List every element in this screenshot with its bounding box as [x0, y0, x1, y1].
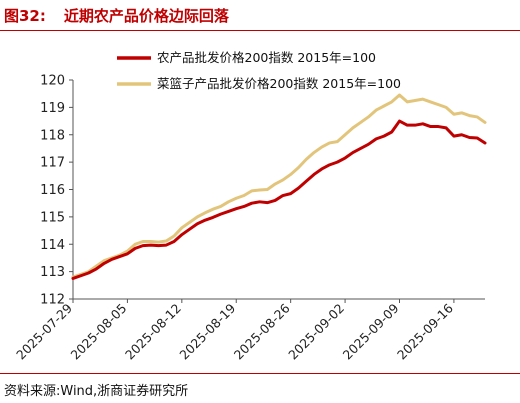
y-tick-label: 118	[40, 128, 65, 143]
x-tick-label: 2025-08-26	[231, 300, 293, 362]
figure-number: 图32:	[4, 6, 46, 25]
chart-plot-area	[71, 93, 487, 280]
x-tick-label: 2025-09-16	[394, 300, 456, 362]
legend-label: 农产品批发价格200指数 2015年=100	[157, 50, 376, 65]
y-tick-label: 117	[40, 156, 65, 171]
x-tick-label: 2025-08-05	[68, 301, 130, 363]
figure-header: 图32: 近期农产品价格边际回落	[4, 3, 229, 27]
figure-title: 近期农产品价格边际回落	[63, 6, 229, 25]
footer-divider	[0, 373, 520, 374]
series-line-basket-index	[71, 93, 487, 279]
chart-legend: 农产品批发价格200指数 2015年=100 菜篮子产品批发价格200指数 201…	[117, 50, 401, 91]
x-tick-label: 2025-08-19	[176, 300, 238, 362]
chart-axes: 1121131141151161171181191202025-07-29202…	[13, 74, 485, 363]
title-divider	[0, 30, 520, 31]
x-tick-label: 2025-07-29	[13, 300, 75, 362]
x-tick-label: 2025-09-02	[285, 301, 347, 363]
legend-label: 菜篮子产品批发价格200指数 2015年=100	[157, 76, 401, 91]
y-tick-label: 120	[40, 74, 65, 89]
y-tick-label: 112	[40, 293, 65, 308]
source-note: 资料来源:Wind,浙商证券研究所	[4, 384, 189, 399]
x-tick-label: 2025-08-12	[122, 301, 184, 363]
y-tick-label: 115	[40, 210, 65, 225]
y-tick-label: 119	[40, 101, 65, 116]
series-line-agri-index	[71, 119, 487, 280]
x-tick-label: 2025-09-09	[340, 300, 402, 362]
y-tick-label: 116	[40, 183, 65, 198]
y-tick-label: 113	[40, 265, 65, 280]
y-tick-label: 114	[40, 238, 65, 253]
